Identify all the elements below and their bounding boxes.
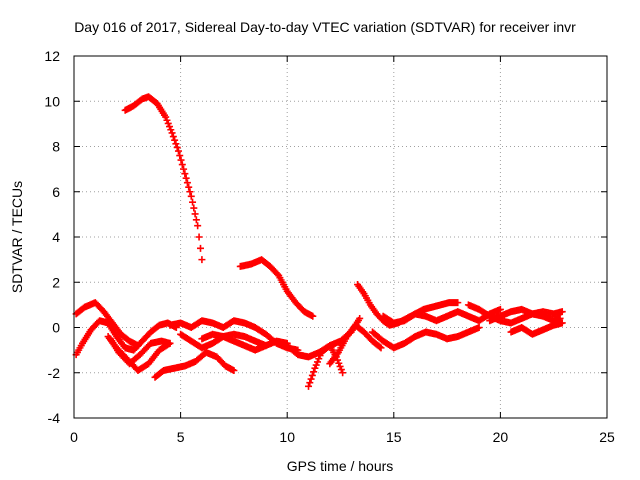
data-point-arc-1 bbox=[172, 140, 180, 148]
x-tick-label: 10 bbox=[279, 429, 295, 445]
data-point-arc-1 bbox=[186, 188, 194, 196]
y-tick-label: 2 bbox=[52, 274, 60, 290]
y-tick-label: 10 bbox=[44, 93, 60, 109]
y-tick-label: 4 bbox=[52, 229, 60, 245]
data-point-arc-1 bbox=[194, 222, 202, 230]
data-point-arc-15 bbox=[475, 324, 483, 331]
y-tick-label: 6 bbox=[52, 184, 60, 200]
data-point-arc-1 bbox=[191, 210, 199, 218]
axis-tick-labels: 0 5 10 15 20 25 -4 -2 0 2 4 6 8 10 12 bbox=[44, 48, 615, 445]
data-point-arc-12 bbox=[336, 362, 344, 370]
data-point-arc-12 bbox=[337, 366, 345, 374]
data-point-arc-18 bbox=[558, 308, 566, 316]
data-point-arc-1 bbox=[180, 165, 188, 173]
data-point-arc-1 bbox=[162, 113, 170, 121]
data-point-arc-1 bbox=[169, 133, 177, 141]
x-tick-label: 5 bbox=[177, 429, 185, 445]
y-tick-label: -4 bbox=[48, 410, 61, 426]
data-point-arc-2 bbox=[273, 270, 281, 278]
data-point-arc-1 bbox=[171, 136, 179, 144]
data-point-arc-1 bbox=[176, 152, 184, 160]
chart-title: Day 016 of 2017, Sidereal Day-to-day VTE… bbox=[74, 19, 576, 35]
data-point-arc-12 bbox=[335, 359, 343, 367]
x-tick-label: 20 bbox=[493, 429, 509, 445]
data-point-arc-1 bbox=[164, 119, 172, 127]
data-point-arc-14 bbox=[454, 299, 462, 307]
x-tick-label: 25 bbox=[599, 429, 615, 445]
data-point-arc-6 bbox=[166, 339, 174, 347]
data-point-arc-12 bbox=[316, 352, 324, 360]
data-point-arc-16 bbox=[496, 305, 504, 313]
data-point-arc-12 bbox=[307, 375, 315, 383]
data-point-arc-1 bbox=[190, 204, 198, 212]
data-point-arc-19 bbox=[558, 319, 566, 327]
data-point-arc-12 bbox=[315, 355, 323, 363]
data-point-arc-7 bbox=[230, 366, 238, 374]
data-point-arc-12 bbox=[305, 382, 313, 390]
data-point-arc-11 bbox=[356, 314, 364, 322]
plot-frame bbox=[73, 55, 608, 419]
y-axis-label: SDTVAR / TECUs bbox=[9, 181, 25, 293]
data-point-arc-12 bbox=[310, 368, 318, 376]
data-point-arc-1 bbox=[185, 183, 193, 191]
data-point-arc-1 bbox=[163, 116, 171, 124]
data-point-arc-1 bbox=[198, 256, 206, 264]
data-point-arc-1 bbox=[174, 147, 182, 155]
data-point-arc-1 bbox=[168, 129, 176, 137]
data-point-arc-1 bbox=[182, 174, 190, 182]
data-point-arc-13 bbox=[376, 343, 384, 351]
data-point-arc-1 bbox=[173, 143, 181, 151]
data-point-arc-1 bbox=[167, 126, 175, 134]
data-point-arc-1 bbox=[192, 216, 200, 224]
data-point-arc-13 bbox=[377, 344, 385, 352]
data-point-arc-12 bbox=[306, 379, 314, 387]
x-tick-label: 15 bbox=[386, 429, 402, 445]
data-point-arc-1 bbox=[166, 123, 174, 131]
grid bbox=[74, 56, 607, 418]
data-point-arc-12 bbox=[313, 358, 321, 366]
data-point-arc-12 bbox=[308, 371, 316, 379]
data-point-arc-1 bbox=[196, 244, 204, 252]
data-point-arc-1 bbox=[189, 198, 197, 206]
data-point-arc-12 bbox=[311, 364, 319, 372]
y-tick-label: 8 bbox=[52, 139, 60, 155]
y-tick-label: 0 bbox=[52, 320, 60, 336]
data-point-arc-12 bbox=[339, 369, 347, 377]
data-point-arc-1 bbox=[181, 170, 189, 178]
y-tick-label: -2 bbox=[48, 365, 61, 381]
data-point-arc-1 bbox=[178, 161, 186, 169]
data-point-arc-1 bbox=[195, 233, 203, 241]
y-tick-label: 12 bbox=[44, 48, 60, 64]
data-point-arc-12 bbox=[312, 361, 320, 369]
x-tick-label: 0 bbox=[70, 429, 78, 445]
data-point-arc-1 bbox=[187, 192, 195, 200]
data-point-arc-1 bbox=[177, 156, 185, 164]
data-point-arc-2 bbox=[309, 312, 317, 320]
data-points bbox=[72, 93, 566, 390]
x-axis-label: GPS time / hours bbox=[287, 458, 394, 474]
data-point-arc-1 bbox=[183, 179, 191, 187]
